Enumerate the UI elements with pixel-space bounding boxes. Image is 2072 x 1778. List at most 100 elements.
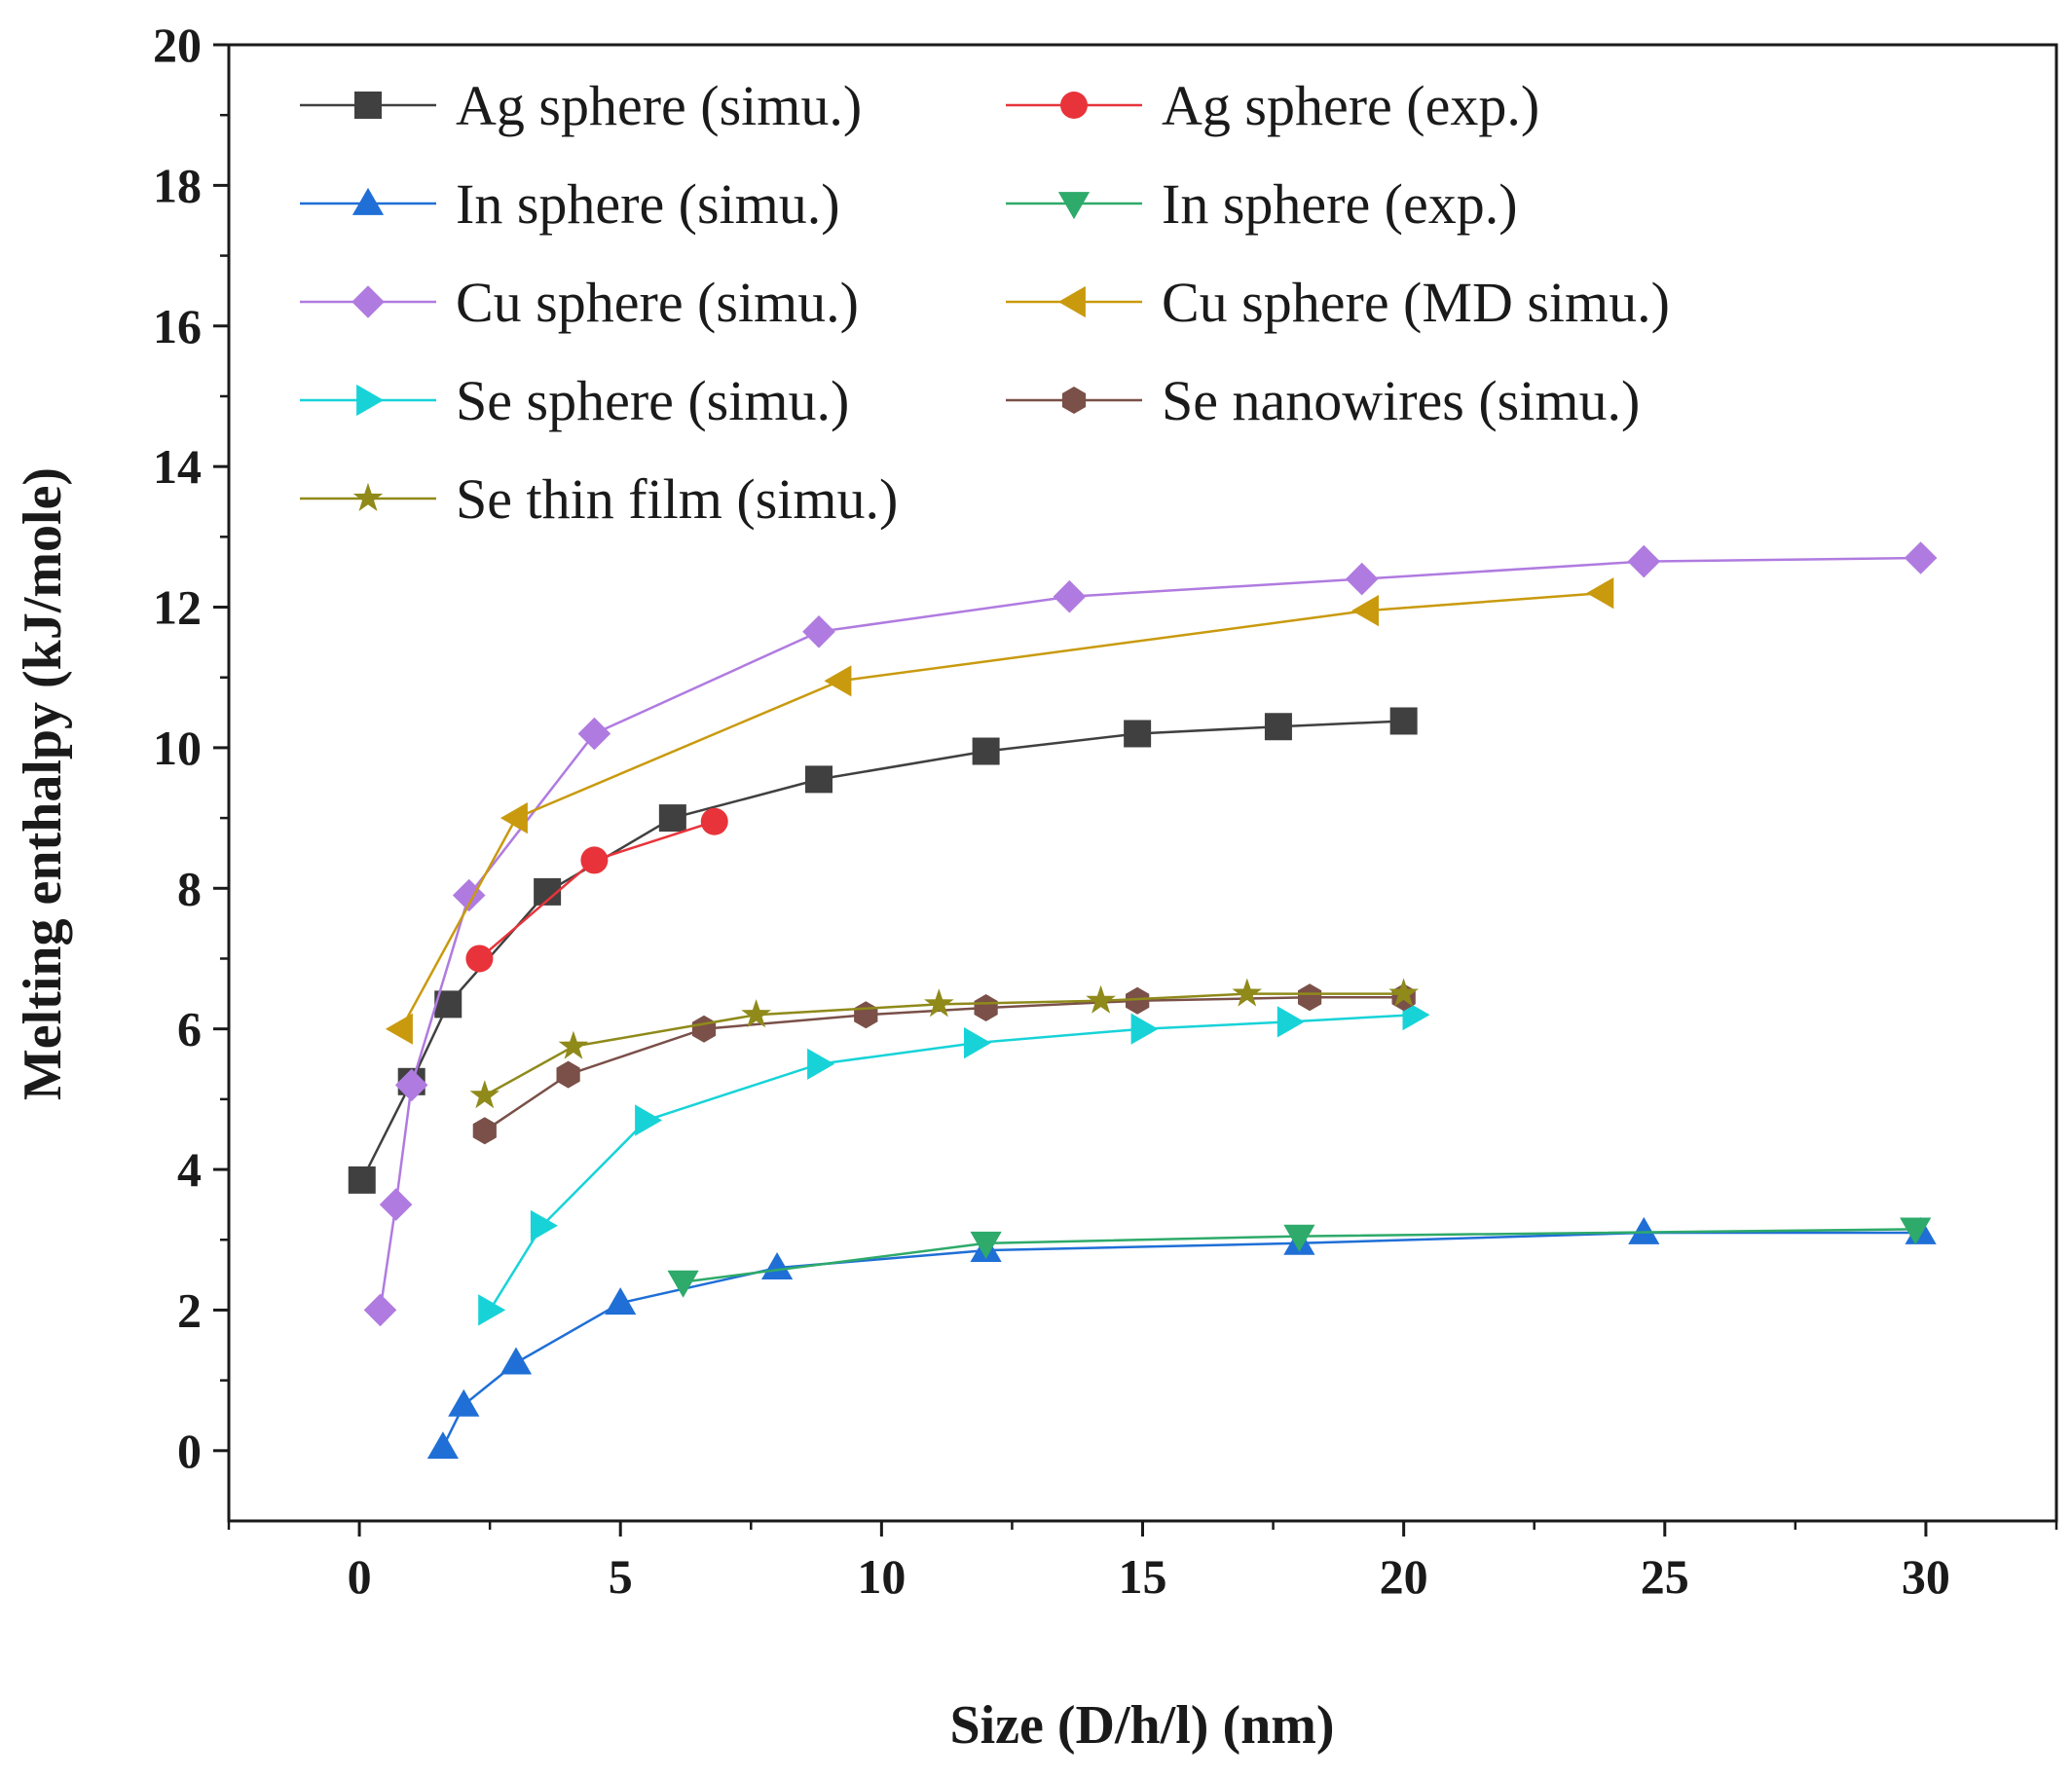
legend-marker bbox=[1061, 387, 1087, 414]
legend-marker bbox=[352, 285, 385, 318]
legend-item: Se nanowires (simu.) bbox=[1006, 369, 1640, 432]
data-point bbox=[824, 665, 852, 697]
legend-item: Ag sphere (exp.) bbox=[1006, 74, 1539, 137]
data-point bbox=[635, 1104, 663, 1136]
data-point bbox=[472, 1117, 497, 1145]
legend-marker bbox=[1060, 92, 1088, 119]
series-9 bbox=[469, 978, 1419, 1109]
legend-label: Ag sphere (simu.) bbox=[456, 74, 862, 137]
series-line bbox=[360, 720, 1404, 1181]
data-point bbox=[1351, 595, 1379, 627]
data-point bbox=[577, 717, 611, 751]
series-line bbox=[484, 995, 1404, 1132]
data-point bbox=[385, 1013, 413, 1045]
series-4 bbox=[667, 1217, 1932, 1298]
legend-item: Cu sphere (simu.) bbox=[300, 271, 859, 334]
data-point bbox=[500, 802, 528, 834]
series-5 bbox=[363, 541, 1938, 1327]
data-point bbox=[1124, 720, 1152, 748]
data-point bbox=[1900, 1217, 1932, 1245]
data-point bbox=[741, 999, 771, 1028]
data-point bbox=[1345, 562, 1379, 596]
data-point bbox=[1627, 544, 1661, 578]
x-tick-label: 0 bbox=[348, 1549, 372, 1604]
series-line bbox=[683, 1228, 1916, 1283]
legend-label: In sphere (simu.) bbox=[456, 172, 840, 236]
data-point bbox=[465, 945, 494, 973]
y-tick-label: 4 bbox=[177, 1142, 202, 1197]
y-tick-label: 10 bbox=[153, 721, 202, 775]
y-tick-label: 14 bbox=[153, 439, 202, 494]
legend-label: Se thin film (simu.) bbox=[456, 467, 898, 531]
x-tick-label: 30 bbox=[1902, 1549, 1950, 1604]
data-point bbox=[469, 1080, 500, 1109]
legend-label: Cu sphere (MD simu.) bbox=[1162, 271, 1670, 334]
data-point bbox=[805, 765, 833, 794]
legend-marker bbox=[352, 482, 384, 511]
legend-item: Cu sphere (MD simu.) bbox=[1006, 271, 1670, 334]
data-point bbox=[1126, 986, 1150, 1015]
plot-series bbox=[348, 541, 1938, 1460]
x-tick-label: 25 bbox=[1641, 1549, 1689, 1604]
x-tick-label: 5 bbox=[609, 1549, 633, 1604]
data-point bbox=[1586, 577, 1614, 610]
data-point bbox=[1086, 984, 1116, 1014]
data-point bbox=[394, 1068, 428, 1102]
data-point bbox=[426, 1431, 459, 1460]
legend-marker bbox=[1057, 192, 1091, 220]
series-6 bbox=[385, 577, 1614, 1045]
series-line bbox=[379, 556, 1921, 1311]
data-point bbox=[530, 1209, 558, 1241]
data-point bbox=[802, 615, 835, 648]
data-point bbox=[970, 1231, 1002, 1259]
y-tick-label: 6 bbox=[177, 1002, 202, 1056]
data-point bbox=[363, 1293, 397, 1327]
legend: Ag sphere (simu.) Ag sphere (exp.) In sphe… bbox=[300, 74, 1670, 531]
series-8 bbox=[472, 983, 1416, 1145]
data-point bbox=[1053, 579, 1087, 613]
data-point bbox=[1264, 713, 1292, 741]
data-point bbox=[1904, 541, 1938, 574]
y-tick-label: 20 bbox=[153, 18, 202, 72]
data-point bbox=[558, 1030, 589, 1059]
data-point bbox=[1628, 1216, 1660, 1244]
x-tick-label: 15 bbox=[1119, 1549, 1167, 1604]
legend-marker bbox=[354, 92, 382, 119]
legend-item: In sphere (exp.) bbox=[1006, 172, 1518, 236]
data-point bbox=[667, 1270, 699, 1298]
legend-label: Se nanowires (simu.) bbox=[1162, 369, 1640, 432]
data-point bbox=[452, 878, 486, 912]
data-point bbox=[556, 1060, 580, 1089]
data-point bbox=[761, 1252, 794, 1279]
data-point bbox=[348, 1166, 376, 1194]
data-point bbox=[964, 1027, 991, 1059]
data-point bbox=[1130, 1013, 1159, 1045]
data-point bbox=[1283, 1224, 1315, 1252]
data-point bbox=[1232, 978, 1263, 1007]
series-line bbox=[489, 1013, 1415, 1312]
y-tick-label: 8 bbox=[177, 861, 202, 915]
x-tick-label: 20 bbox=[1380, 1549, 1428, 1604]
legend-label: Se sphere (simu.) bbox=[456, 369, 849, 432]
y-tick-label: 16 bbox=[153, 299, 202, 353]
legend-item: Se thin film (simu.) bbox=[300, 467, 898, 531]
data-point bbox=[807, 1048, 835, 1080]
y-tick-label: 12 bbox=[153, 580, 202, 635]
data-point bbox=[500, 1347, 533, 1375]
data-point bbox=[448, 1389, 480, 1417]
legend-item: Ag sphere (simu.) bbox=[300, 74, 862, 137]
data-point bbox=[658, 804, 686, 833]
data-point bbox=[924, 988, 954, 1018]
data-point bbox=[974, 994, 998, 1021]
data-point bbox=[972, 737, 1000, 765]
data-point bbox=[1389, 707, 1418, 735]
y-axis-title: Melting enthalpy (kJ/mole) bbox=[13, 467, 73, 1100]
legend-marker bbox=[352, 187, 385, 215]
legend-marker bbox=[356, 384, 385, 417]
legend-item: Se sphere (simu.) bbox=[300, 369, 849, 432]
data-point bbox=[478, 1294, 506, 1326]
data-point bbox=[1276, 1006, 1305, 1038]
data-point bbox=[580, 846, 609, 874]
y-tick-label: 0 bbox=[177, 1424, 202, 1478]
